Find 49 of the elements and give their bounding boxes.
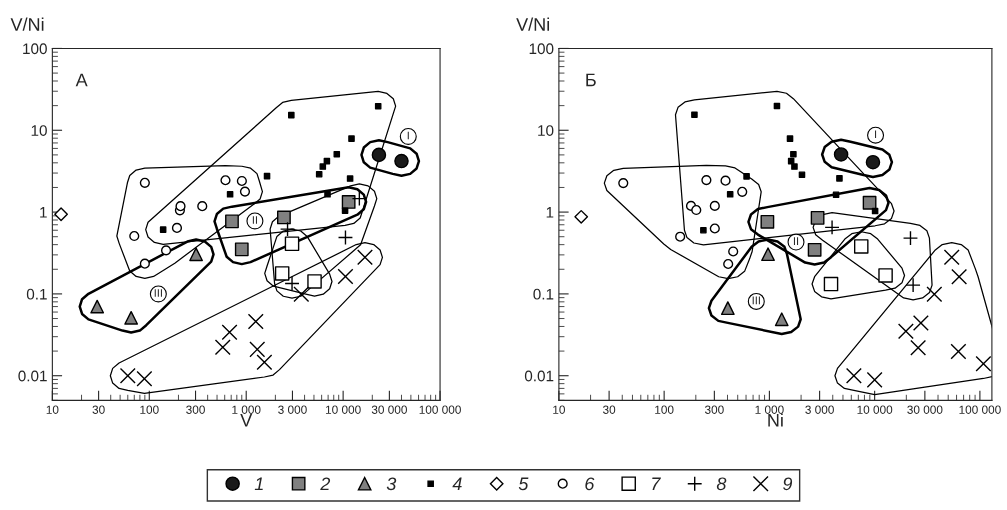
x-tick-label: 10 xyxy=(553,405,565,414)
x-axis-title: Ni xyxy=(768,413,783,427)
x-tick-label: 30 xyxy=(602,405,616,414)
y-tick-label: 0.1 xyxy=(533,288,554,300)
y-axis-title: V/Ni xyxy=(516,17,550,31)
legend-label: 4 xyxy=(452,477,462,490)
x-tick-label: 300 xyxy=(186,405,205,414)
x-tick-label: 10 xyxy=(46,405,59,414)
legend-label: 7 xyxy=(652,477,661,490)
legend-label: 5 xyxy=(518,477,529,491)
x-axis-title: V xyxy=(240,414,253,427)
x-tick-label: 100 xyxy=(655,405,674,414)
y-tick-label: 10 xyxy=(31,125,47,136)
legend-label: 6 xyxy=(585,477,595,491)
annotation: III xyxy=(752,296,760,305)
x-tick-label: 100 000 xyxy=(959,405,1001,414)
text: Б xyxy=(586,73,596,87)
x-tick-label: 10 000 xyxy=(857,405,893,414)
legend-label: 9 xyxy=(783,477,793,491)
annotation: II xyxy=(793,237,799,245)
y-tick-label: 1 xyxy=(40,207,47,218)
annotation: I xyxy=(407,131,409,140)
x-tick-label: 3 000 xyxy=(805,405,834,414)
legend-label: 3 xyxy=(386,477,397,491)
annotation: II xyxy=(252,216,257,224)
y-axis-title: V/Ni xyxy=(10,17,44,31)
y-tick-label: 10 xyxy=(538,125,554,136)
legend-label: 2 xyxy=(320,477,331,490)
x-tick-label: 100 xyxy=(140,405,159,414)
y-tick-label: 0.1 xyxy=(26,288,47,300)
legend-label: 1 xyxy=(254,477,263,490)
x-tick-label: 300 xyxy=(704,405,724,414)
x-tick-label: 30 000 xyxy=(371,405,407,414)
x-tick-label: 30 000 xyxy=(907,405,943,414)
y-tick-label: 0.01 xyxy=(18,370,47,382)
annotation: I xyxy=(875,130,877,139)
x-tick-label: 1 000 xyxy=(755,405,784,414)
y-tick-label: 100 xyxy=(529,43,554,55)
x-tick-label: 30 xyxy=(92,405,105,414)
y-tick-label: 1 xyxy=(546,207,554,218)
x-tick-label: 10 000 xyxy=(325,405,361,414)
y-tick-label: 0.01 xyxy=(524,370,554,382)
x-tick-label: 100 000 xyxy=(419,405,461,414)
legend-label: 8 xyxy=(716,477,727,491)
x-tick-label: 3 000 xyxy=(278,405,307,414)
x-tick-label: 1 000 xyxy=(232,405,261,414)
text: А xyxy=(75,73,88,87)
annotation: III xyxy=(154,289,162,297)
y-tick-label: 100 xyxy=(23,43,47,55)
